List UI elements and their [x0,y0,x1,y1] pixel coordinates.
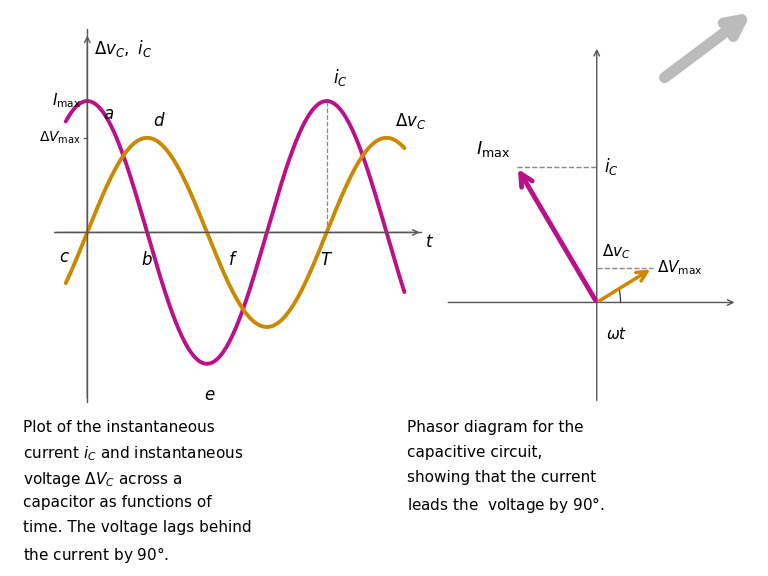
Text: $i_C$: $i_C$ [333,67,347,88]
Text: leads the  voltage by 90$\degree$.: leads the voltage by 90$\degree$. [407,495,605,514]
Text: $I_{\rm max}$: $I_{\rm max}$ [475,139,510,159]
Text: $\Delta V_{\rm max}$: $\Delta V_{\rm max}$ [39,130,81,146]
Text: $T$: $T$ [320,251,333,269]
Text: $i_C$: $i_C$ [604,156,619,177]
Text: current $i_C$ and instantaneous: current $i_C$ and instantaneous [23,445,243,463]
Text: $t$: $t$ [425,233,434,251]
Text: $b$: $b$ [141,251,153,269]
Text: $d$: $d$ [153,112,166,130]
Text: Plot of the instantaneous: Plot of the instantaneous [23,419,215,434]
Text: $\Delta v_C$: $\Delta v_C$ [395,111,426,131]
Text: the current by 90$\degree$.: the current by 90$\degree$. [23,544,169,564]
Text: $e$: $e$ [204,386,215,404]
Text: $\Delta v_C$: $\Delta v_C$ [602,242,631,261]
Text: $c$: $c$ [58,248,69,266]
Text: capacitive circuit,: capacitive circuit, [407,445,542,460]
Text: $f$: $f$ [228,251,238,269]
Text: $a$: $a$ [103,105,114,123]
Text: time. The voltage lags behind: time. The voltage lags behind [23,520,252,535]
Text: $\Delta v_C,\ i_C$: $\Delta v_C,\ i_C$ [94,38,153,59]
Text: voltage $\Delta V_C$ across a: voltage $\Delta V_C$ across a [23,469,183,488]
Text: capacitor as functions of: capacitor as functions of [23,495,212,510]
Text: showing that the current: showing that the current [407,469,596,484]
Text: Phasor diagram for the: Phasor diagram for the [407,419,584,434]
Text: $I_{\rm max}$: $I_{\rm max}$ [52,92,81,111]
Text: $\omega t$: $\omega t$ [606,326,627,342]
Text: $\Delta V_{\rm max}$: $\Delta V_{\rm max}$ [657,259,703,278]
